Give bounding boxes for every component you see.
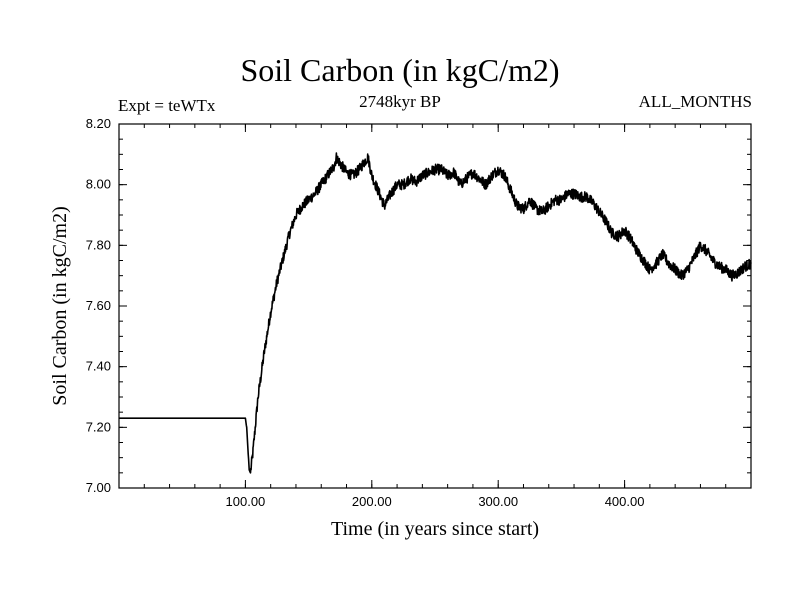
- chart-subtitle: 2748kyr BP: [359, 92, 441, 111]
- y-tick-label: 7.20: [86, 419, 111, 434]
- x-tick-label: 300.00: [478, 494, 518, 509]
- chart-title: Soil Carbon (in kgC/m2): [240, 52, 560, 88]
- plot-frame: [118, 123, 752, 489]
- axis-ticks: 7.00 7.20 7.40 7.60 7.80 8.00 8.20 100.00 200.00…: [86, 116, 751, 509]
- y-tick-label: 8.20: [86, 116, 111, 131]
- series-group: [118, 152, 752, 474]
- experiment-label: Expt = teWTx: [118, 96, 216, 115]
- y-tick-label: 7.00: [86, 480, 111, 495]
- y-tick-label: 8.00: [86, 177, 111, 192]
- months-label: ALL_MONTHS: [638, 92, 752, 111]
- y-tick-label: 7.40: [86, 359, 111, 374]
- x-tick-label: 200.00: [352, 494, 392, 509]
- y-tick-label: 7.80: [86, 237, 111, 252]
- y-tick-label: 7.60: [86, 298, 111, 313]
- y-axis-label: Soil Carbon (in kgC/m2): [49, 206, 71, 405]
- series-line: [118, 152, 752, 474]
- x-axis-label: Time (in years since start): [331, 518, 539, 540]
- x-tick-label: 400.00: [605, 494, 645, 509]
- x-tick-label: 100.00: [226, 494, 266, 509]
